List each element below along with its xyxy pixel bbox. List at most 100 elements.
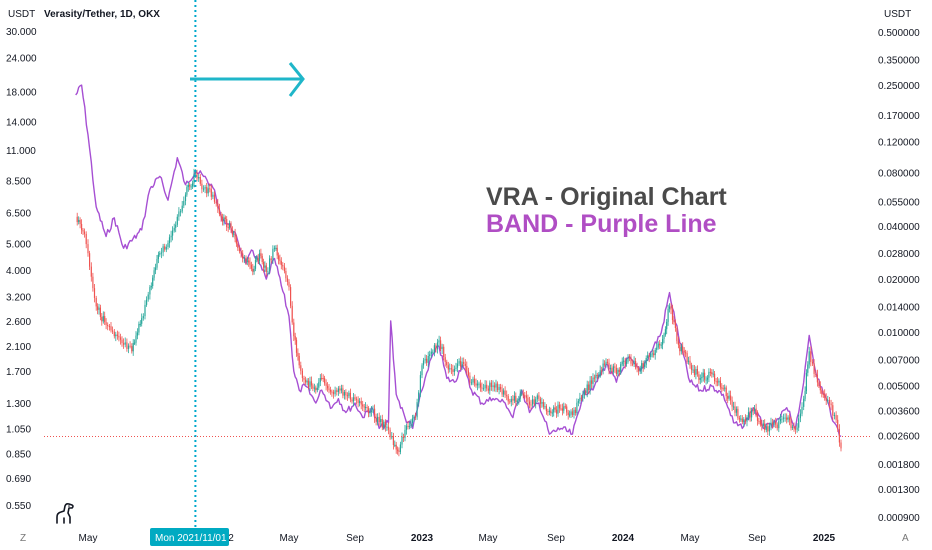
candle-body [550, 410, 552, 414]
candle-body [319, 378, 321, 383]
candle-body [187, 184, 189, 188]
candle-body [230, 223, 232, 230]
candle-body [121, 339, 123, 344]
candle-body [586, 384, 588, 393]
candle-body [566, 406, 568, 413]
candle-body [639, 368, 641, 372]
candle-body [733, 406, 735, 408]
candle-body [801, 406, 803, 414]
candle-body [522, 393, 524, 396]
candle-body [833, 415, 835, 416]
left-axis-ticks: 30.000 24.000 18.000 14.000 11.000 8.500 6.500… [6, 27, 37, 512]
candle-body [157, 254, 159, 259]
candle-body [668, 306, 671, 309]
candle-body [354, 397, 356, 399]
candle-body [102, 316, 104, 322]
candle-body [156, 259, 158, 268]
candle-body [837, 419, 839, 429]
candle-body [355, 398, 358, 400]
candle-body [521, 393, 523, 395]
candle-body [679, 344, 681, 352]
right-arrow-icon[interactable] [190, 62, 305, 97]
candle-body [596, 374, 598, 377]
candle-body [221, 216, 224, 221]
left-tick-label: 6.500 [6, 208, 31, 219]
candle-body [558, 404, 561, 409]
zoom-marker[interactable]: Z [20, 533, 26, 544]
candle-body [782, 417, 785, 419]
candle-body [591, 380, 593, 384]
candle-body [340, 388, 342, 391]
candle-body [119, 337, 122, 340]
candle-body [164, 246, 166, 250]
candle-body [282, 265, 284, 267]
auto-scale-marker[interactable]: A [902, 533, 909, 544]
right-axis-ticks: 0.500000 0.350000 0.250000 0.170000 0.120000… [878, 28, 920, 524]
candle-body [719, 380, 721, 388]
left-axis-unit: USDT [8, 9, 35, 20]
candle-body [252, 268, 254, 272]
candle-body [501, 389, 503, 395]
candle-body [664, 329, 666, 335]
candle-body [210, 189, 212, 197]
candle-body [275, 247, 277, 249]
candle-body [162, 246, 164, 253]
band-series-line [75, 84, 842, 438]
candle-body [366, 407, 368, 409]
candle-body [98, 307, 100, 310]
vra-candles [76, 168, 842, 457]
candle-body [527, 397, 529, 402]
candle-body [223, 217, 225, 221]
candle-body [666, 321, 668, 330]
right-axis-unit: USDT [884, 9, 911, 20]
candle-body [334, 390, 336, 395]
candle-body [359, 401, 361, 403]
x-axis-ticks: May 2 May Sep 2023 May Sep 2024 May Sep 2025 [79, 533, 836, 544]
candle-body [573, 409, 575, 415]
candle-body [650, 354, 652, 358]
candle-body [721, 387, 723, 389]
candle-body [635, 361, 637, 368]
candle-body [303, 378, 305, 380]
candle-body [105, 322, 107, 325]
candle-body [365, 407, 367, 408]
right-tick-label: 0.080000 [878, 169, 920, 180]
candle-body [184, 194, 187, 201]
candle-body [500, 387, 502, 390]
candle-body [198, 177, 200, 179]
candle-body [808, 351, 810, 365]
candle-body [799, 413, 801, 419]
candle-body [397, 449, 399, 451]
x-tick-label: 2025 [813, 533, 836, 544]
candle-body [582, 395, 584, 399]
candle-body [840, 442, 842, 449]
candle-body [756, 412, 759, 421]
candle-body [589, 380, 591, 391]
candle-body [203, 188, 205, 190]
candle-body [561, 408, 563, 411]
candle-body [496, 383, 499, 391]
candle-body [692, 369, 694, 371]
candle-body [235, 238, 237, 244]
candle-body [234, 233, 236, 239]
candle-body [449, 368, 451, 370]
candle-body [444, 357, 446, 362]
right-tick-label: 0.170000 [878, 111, 920, 122]
candle-body [392, 436, 394, 445]
candle-body [493, 385, 496, 388]
candle-body [452, 369, 454, 372]
candle-body [240, 251, 242, 254]
candle-body [135, 335, 137, 343]
right-tick-label: 0.250000 [878, 81, 920, 92]
candle-body [464, 363, 466, 366]
candle-body [87, 244, 89, 254]
candle-body [272, 248, 274, 261]
candle-body [728, 395, 730, 399]
candle-body [810, 351, 812, 362]
candle-body [419, 375, 421, 393]
candle-body [328, 388, 330, 390]
left-tick-label: 11.000 [6, 146, 36, 157]
candle-body [367, 408, 370, 414]
